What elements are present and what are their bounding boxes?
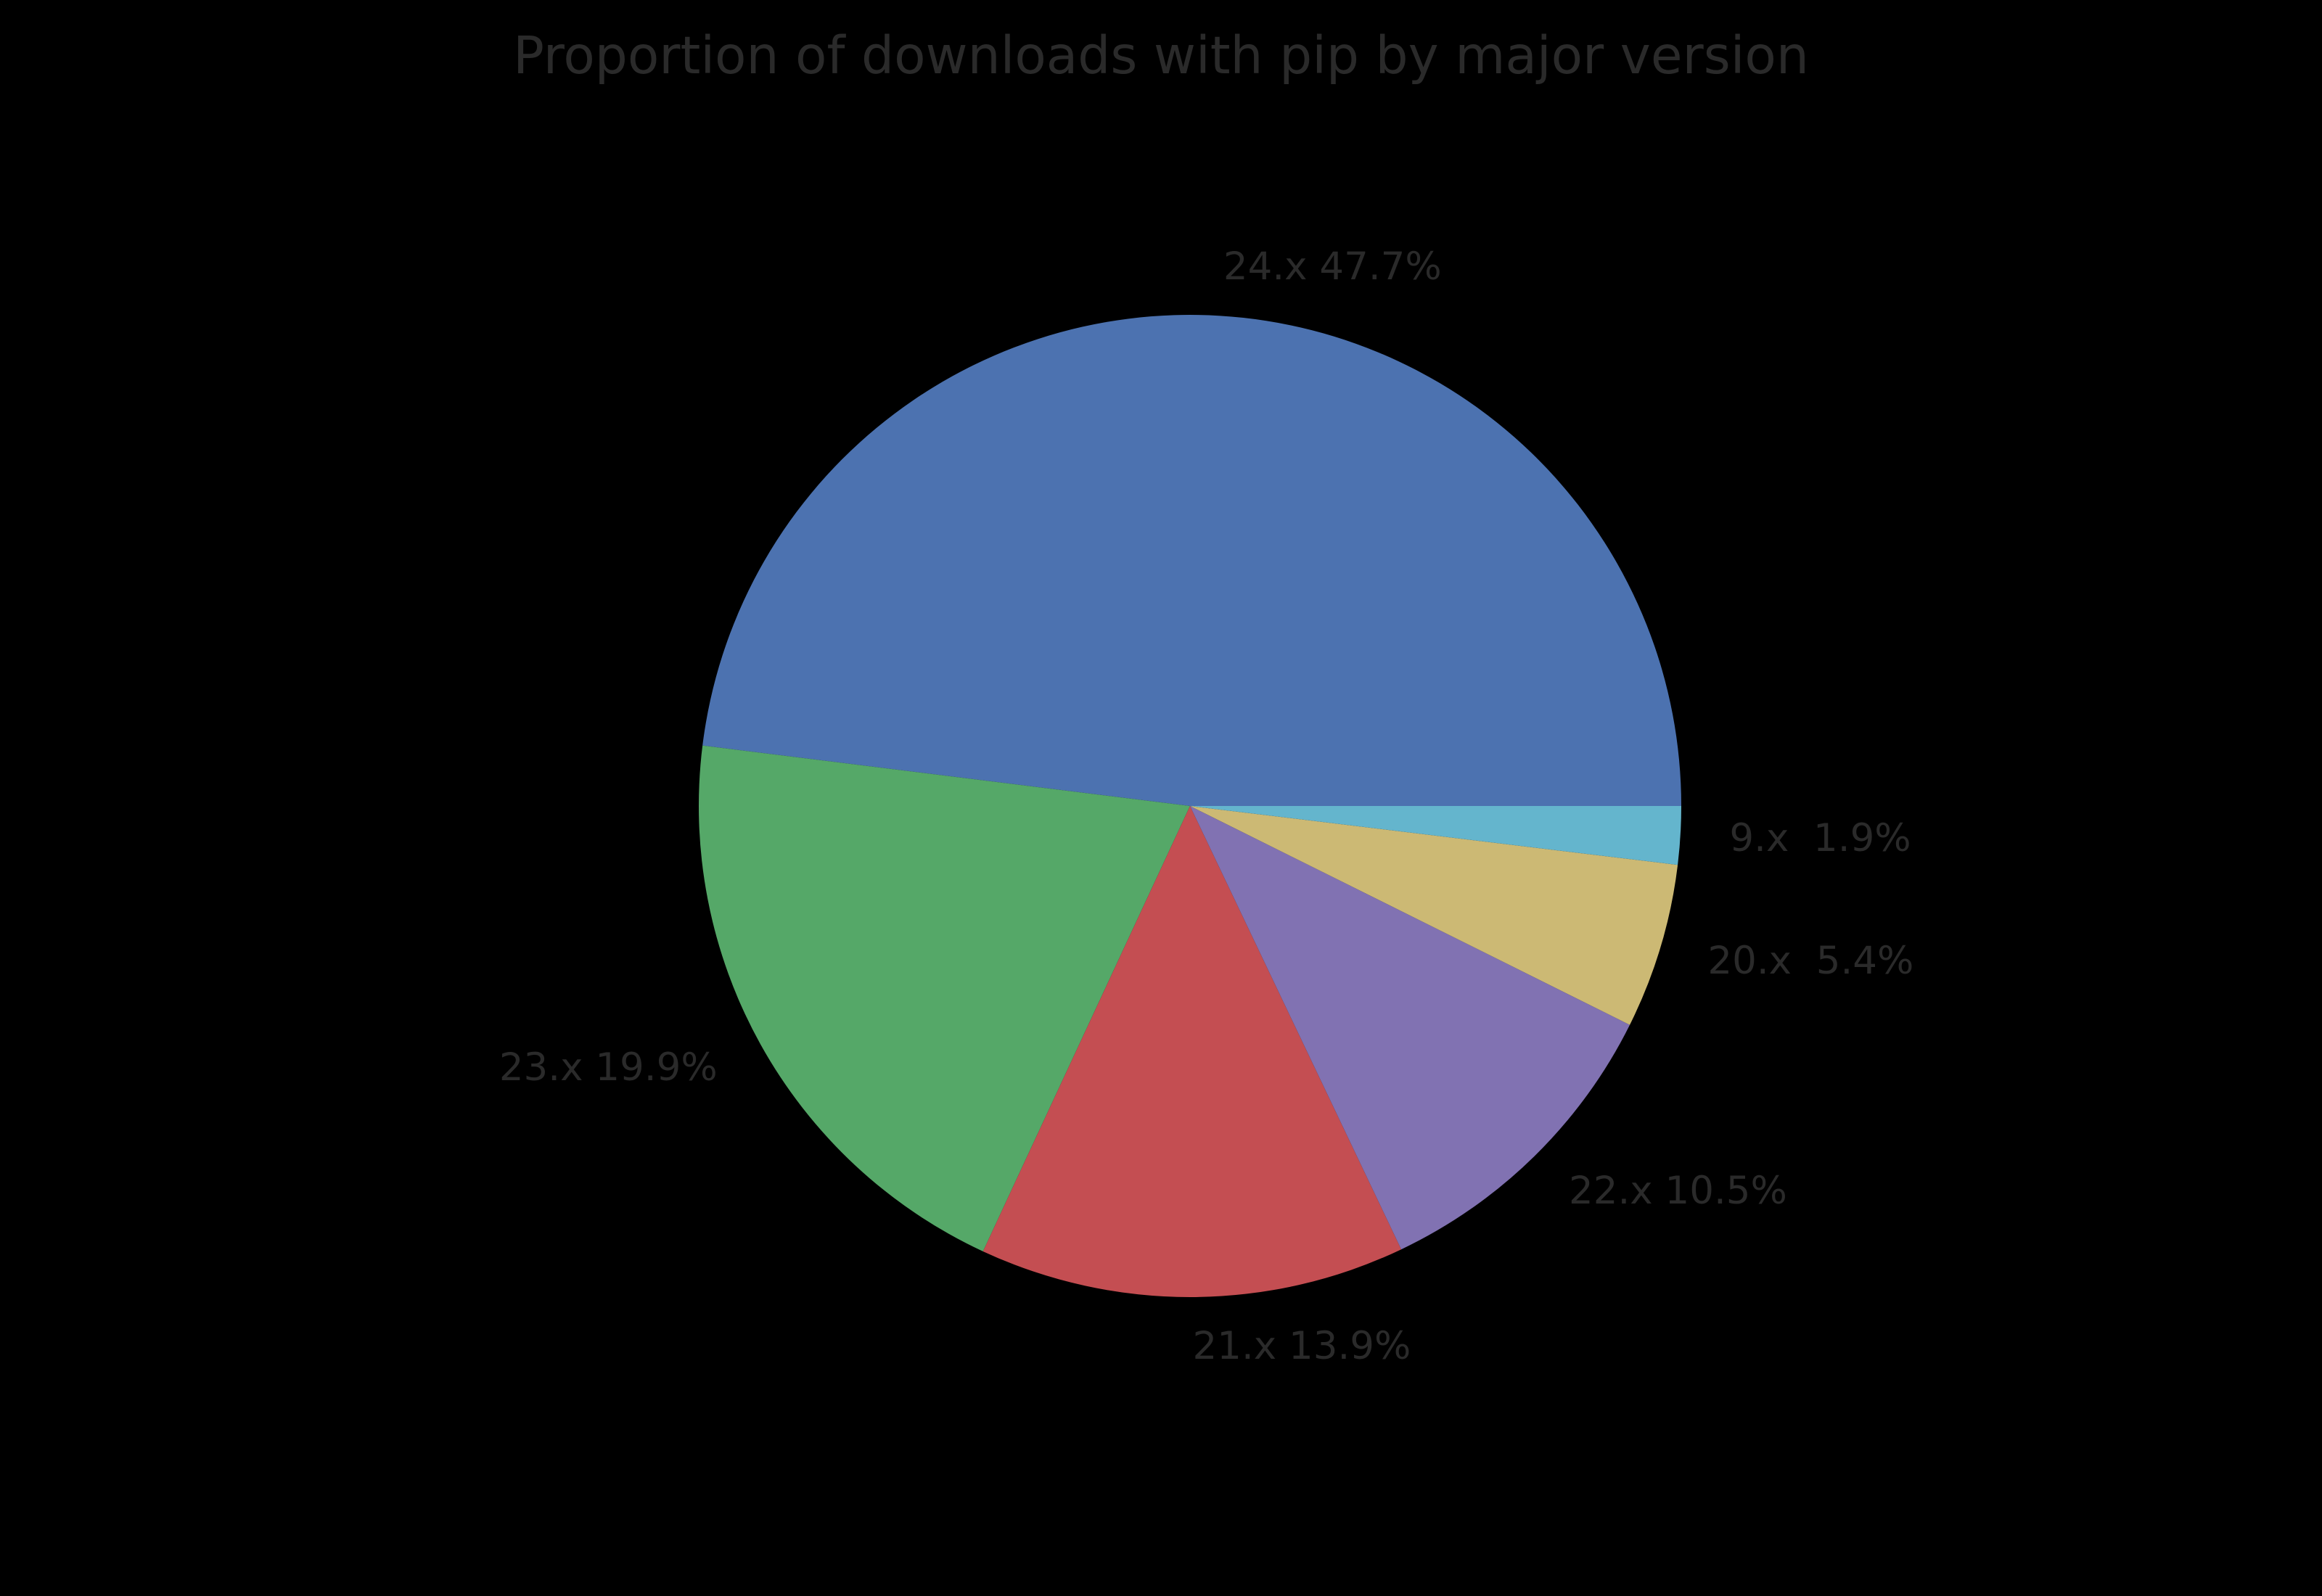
pie-slice-22x (1190, 806, 1630, 1250)
pie-slice-21x (982, 806, 1402, 1298)
pie-slice-24x (702, 315, 1681, 806)
pie-slice-20x (1190, 806, 1678, 1025)
pie-slice-23x (699, 745, 1190, 1251)
pie-slice-9x (1190, 806, 1681, 865)
chart-title: Proportion of downloads with pip by majo… (513, 25, 1809, 86)
